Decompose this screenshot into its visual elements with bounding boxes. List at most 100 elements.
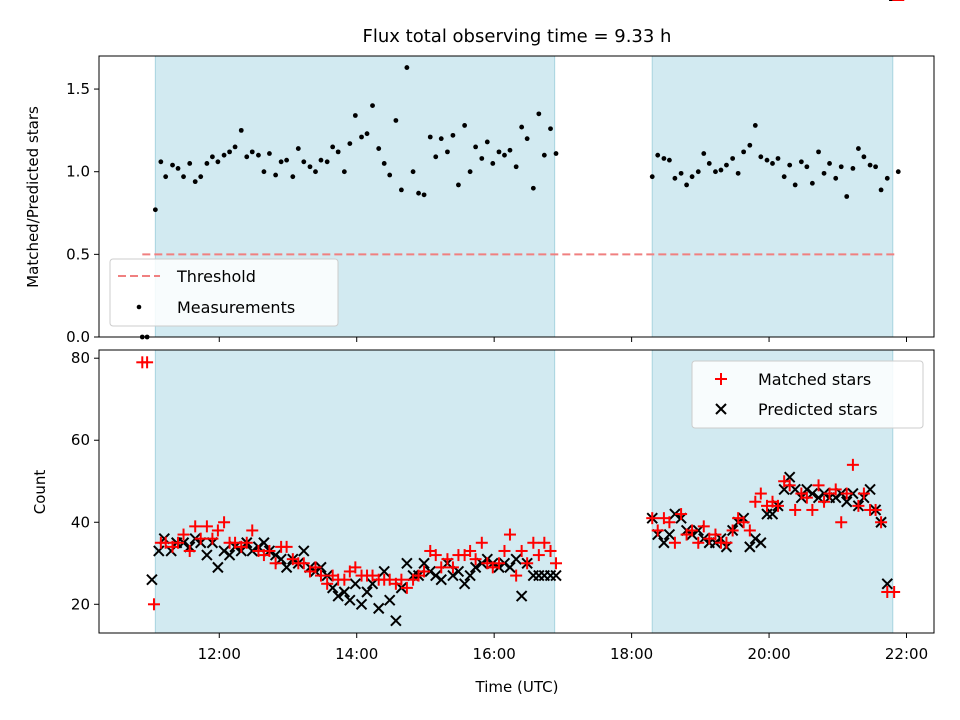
predicted-point xyxy=(378,565,390,578)
x-axis-label: Time (UTC) xyxy=(475,678,559,696)
predicted-point xyxy=(669,508,681,520)
matched-point xyxy=(200,520,213,533)
measurements-series xyxy=(139,65,901,340)
measurement-point xyxy=(335,149,341,155)
measurement-point xyxy=(152,207,158,213)
measurement-point xyxy=(393,118,399,123)
predicted-point xyxy=(550,569,562,582)
x-tick-label: 12:00 xyxy=(198,645,241,663)
measurement-point xyxy=(507,147,513,153)
measurement-point xyxy=(548,126,553,132)
matched-point xyxy=(720,536,733,549)
measurement-point xyxy=(192,179,198,185)
predicted-point xyxy=(153,545,165,557)
matched-point xyxy=(668,536,681,549)
measurement-point xyxy=(209,154,215,160)
predicted-point xyxy=(355,598,368,610)
measurement-point xyxy=(163,174,169,180)
predicted-point xyxy=(212,561,224,574)
predicted-point xyxy=(401,557,413,569)
matched-point xyxy=(835,516,848,529)
measurement-point xyxy=(844,194,850,199)
bottom-legend: Matched stars Predicted stars xyxy=(691,360,924,429)
top-legend: Threshold Measurements xyxy=(109,258,339,327)
matched-point xyxy=(183,544,196,557)
predicted-point xyxy=(258,537,270,549)
measurement-point xyxy=(347,141,353,147)
matched-point xyxy=(857,487,870,500)
legend-matched-swatch xyxy=(715,373,727,385)
predicted-point xyxy=(504,561,516,574)
matched-point xyxy=(441,553,454,566)
predicted-point xyxy=(847,487,859,500)
matched-point xyxy=(783,479,796,492)
matched-point xyxy=(194,532,207,545)
measurement-point xyxy=(181,174,186,180)
measurement-point xyxy=(324,159,330,165)
measurement-point xyxy=(827,161,832,166)
top-legend-box xyxy=(109,258,339,327)
matched-point xyxy=(651,524,664,537)
predicted-point xyxy=(881,578,893,590)
matched-point xyxy=(297,557,310,570)
matched-point xyxy=(663,516,676,529)
measurement-point xyxy=(553,151,559,156)
measurement-point xyxy=(330,144,336,150)
measurement-point xyxy=(787,162,793,168)
matched-point xyxy=(498,544,511,557)
measurement-point xyxy=(678,170,684,176)
measurement-point xyxy=(884,175,890,181)
matched-point xyxy=(510,569,523,582)
y-tick-label: 1.5 xyxy=(66,80,90,98)
observing-window-0 xyxy=(154,349,556,634)
measurement-point xyxy=(649,174,655,180)
measurement-point xyxy=(462,123,468,128)
measurement-point xyxy=(541,152,547,158)
predicted-point xyxy=(338,586,351,598)
measurement-point xyxy=(758,154,764,160)
predicted-point xyxy=(390,614,402,627)
predicted-point xyxy=(373,602,385,615)
matched-point xyxy=(486,561,499,574)
x-tick-label: 22:00 xyxy=(885,645,928,663)
matched-point xyxy=(806,503,819,516)
bottom-x-axis: 12:00 14:00 16:00 18:00 20:00 22:00 xyxy=(198,633,928,663)
matched-series xyxy=(136,0,905,611)
y-tick-label: 80 xyxy=(71,349,90,367)
legend-measurements-swatch xyxy=(136,304,142,310)
measurement-point xyxy=(359,134,364,140)
predicted-point xyxy=(332,590,344,602)
predicted-point xyxy=(361,586,373,598)
measurement-point xyxy=(770,161,775,166)
matched-point xyxy=(800,491,813,504)
measurement-point xyxy=(816,149,821,155)
measurement-point xyxy=(473,144,479,150)
matched-point xyxy=(737,516,750,529)
predicted-point xyxy=(298,545,310,557)
measurement-point xyxy=(479,156,485,161)
matched-point xyxy=(446,561,459,574)
measurement-point xyxy=(398,187,404,193)
matched-point xyxy=(869,503,882,516)
predicted-point xyxy=(418,557,430,569)
matched-point xyxy=(147,598,160,611)
matched-point xyxy=(538,536,551,549)
matched-point xyxy=(211,524,224,537)
measurement-point xyxy=(232,144,238,150)
matched-point xyxy=(314,569,327,582)
matched-point xyxy=(771,499,784,512)
predicted-point xyxy=(469,561,482,574)
measurement-point xyxy=(741,149,747,155)
measurement-point xyxy=(484,139,490,145)
matched-point xyxy=(521,557,534,570)
x-tick-label: 14:00 xyxy=(335,645,378,663)
matched-point xyxy=(464,544,477,557)
matched-point xyxy=(280,540,293,553)
matched-point xyxy=(229,536,242,549)
predicted-point xyxy=(146,573,158,586)
measurement-point xyxy=(284,157,290,163)
matched-point xyxy=(743,524,756,537)
matched-point xyxy=(435,561,448,574)
matched-point xyxy=(429,549,442,562)
